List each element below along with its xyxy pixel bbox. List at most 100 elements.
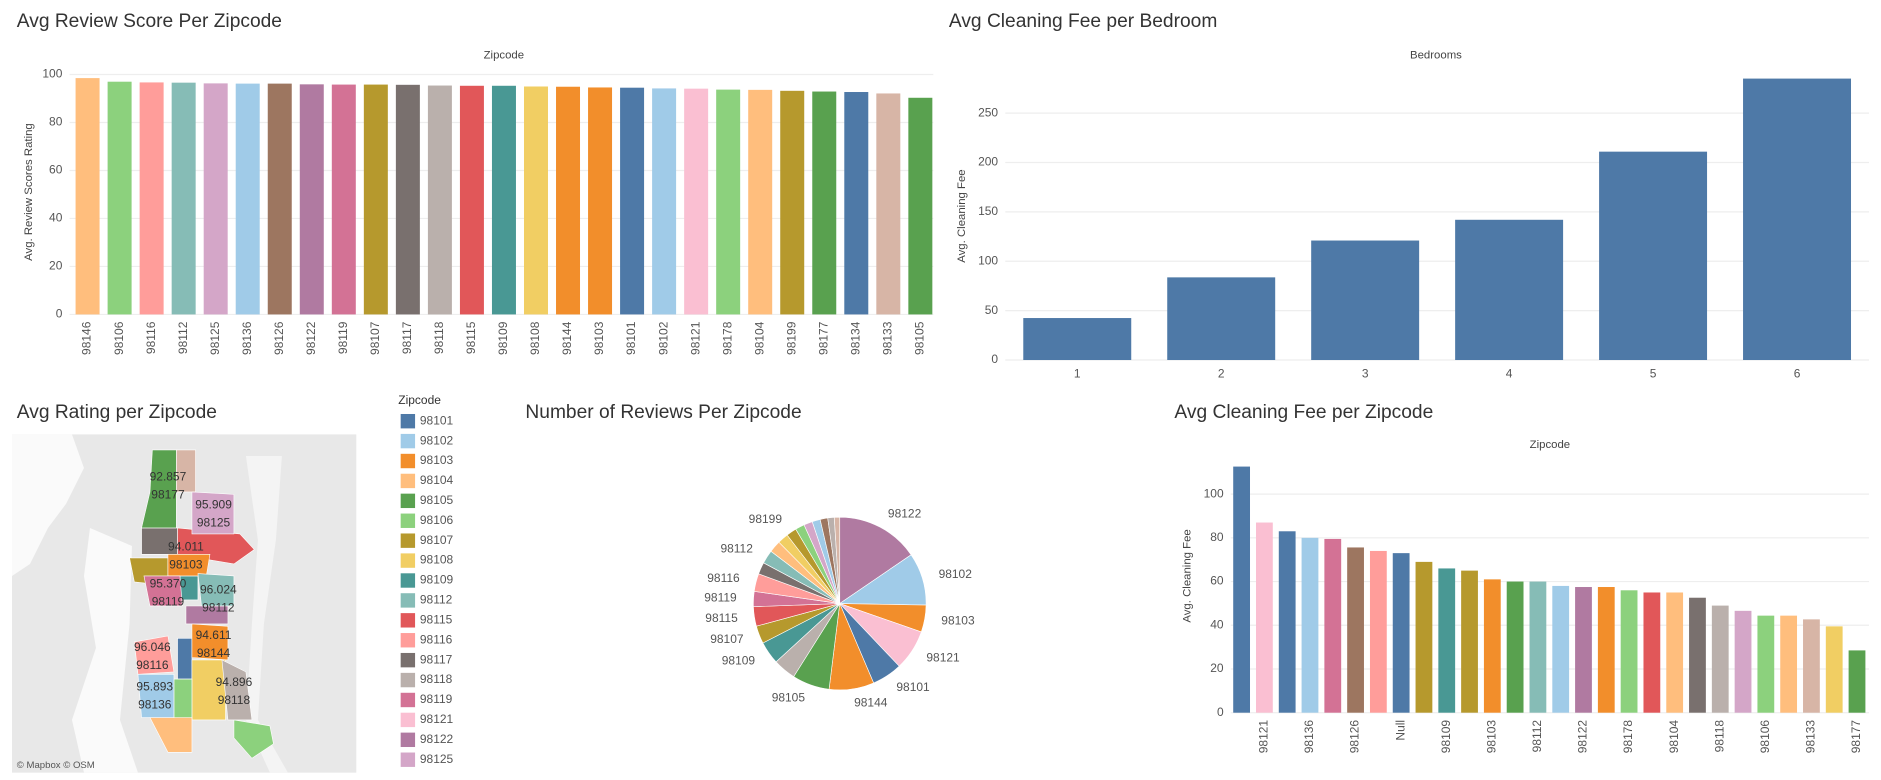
legend-label: 98109 [420, 573, 454, 587]
bar [1233, 466, 1251, 713]
map-zip-label: 98118 [218, 693, 251, 707]
bar [235, 83, 260, 315]
y-axis-title: Avg. Review Scores Rating [23, 123, 35, 261]
slice-label: 98107 [710, 632, 744, 646]
legend-label: 98121 [420, 712, 454, 726]
bar [1597, 587, 1615, 713]
legend-swatch [400, 652, 416, 668]
legend-label: 98107 [420, 533, 454, 547]
x-tick-label: 98117 [400, 321, 414, 354]
x-tick-label: 98146 [80, 321, 94, 355]
legend-label: 98118 [420, 672, 453, 686]
bar [1599, 151, 1708, 361]
x-tick-label: 98126 [1348, 720, 1362, 754]
y-tick-label: 0 [56, 307, 63, 321]
x-tick-label: Null [1393, 720, 1407, 741]
bar [1311, 240, 1420, 361]
x-tick-label: 98118 [432, 321, 446, 354]
x-tick-label: 98116 [144, 321, 158, 354]
x-tick-label: 4 [1506, 367, 1513, 381]
bar [491, 85, 516, 315]
y-tick-label: 250 [978, 105, 998, 119]
y-tick-label: 60 [49, 163, 63, 177]
map-region [177, 638, 193, 680]
legend-swatch [400, 752, 416, 767]
y-tick-label: 20 [1210, 661, 1224, 675]
slice-label: 98116 [707, 571, 740, 585]
legend-label: 98101 [420, 413, 454, 427]
x-tick-label: 98104 [1667, 720, 1681, 754]
bar [203, 83, 228, 315]
bar [171, 82, 196, 315]
legend-swatch [400, 433, 416, 449]
map-zip-label: 98103 [169, 557, 203, 571]
legend-label: 98119 [420, 692, 453, 706]
bar [1529, 581, 1547, 713]
legend-swatch [400, 633, 416, 648]
x-axis-title: Bedrooms [1410, 49, 1462, 61]
legend-label: 98102 [420, 433, 454, 447]
legend-swatch [400, 553, 416, 568]
slice-label: 98102 [939, 567, 973, 581]
bar [107, 81, 132, 315]
bar [1757, 615, 1775, 713]
y-tick-label: 100 [1204, 486, 1224, 500]
x-tick-label: 98178 [1621, 720, 1635, 754]
x-tick-label: 98118 [1712, 720, 1726, 753]
x-tick-label: 98134 [848, 321, 862, 355]
bar [1415, 561, 1433, 713]
map-region [197, 573, 235, 607]
x-tick-label: 98121 [688, 321, 702, 355]
bar [1392, 553, 1410, 713]
x-tick-label: 98133 [1804, 720, 1818, 754]
x-tick-label: 98105 [913, 321, 927, 355]
bar [1848, 650, 1866, 713]
bar [1689, 597, 1706, 713]
bar [1455, 219, 1564, 361]
x-axis-title: Zipcode [484, 49, 524, 61]
bar [331, 84, 356, 315]
bar [459, 85, 484, 315]
legend-swatch [400, 413, 416, 429]
x-tick-label: 98199 [784, 321, 798, 355]
y-tick-label: 0 [1217, 705, 1224, 719]
legend-swatch [400, 473, 416, 489]
legend-label: 98125 [420, 752, 454, 766]
bar [1324, 538, 1342, 713]
map-zip-label: 98119 [152, 595, 185, 609]
legend-label: 98112 [420, 593, 453, 607]
bar [780, 90, 805, 315]
map-region [221, 659, 253, 721]
bar [1255, 522, 1273, 713]
x-tick-label: 98144 [560, 321, 574, 355]
map-water [71, 527, 138, 773]
bar [267, 83, 292, 315]
map-zip-label: 98136 [138, 698, 172, 712]
bar [299, 84, 324, 315]
slice-label: 98122 [888, 507, 922, 521]
map-region [173, 678, 193, 721]
map-water [245, 455, 288, 773]
bar [556, 86, 581, 315]
map-value-label: 96.024 [200, 583, 237, 597]
y-tick-label: 150 [978, 204, 998, 218]
bar [1301, 537, 1319, 713]
y-tick-label: 100 [978, 253, 998, 267]
x-tick-label: 98108 [528, 321, 542, 355]
y-tick-label: 200 [978, 155, 998, 169]
map-value-label: 95.909 [195, 497, 232, 511]
bar [1483, 579, 1501, 713]
x-tick-label: 98136 [1302, 720, 1316, 754]
bar [1803, 619, 1820, 713]
x-tick-label: 5 [1650, 367, 1657, 381]
map-region [233, 719, 274, 759]
y-tick-label: 60 [1210, 574, 1224, 588]
bar [1743, 78, 1852, 361]
bar [1825, 626, 1843, 713]
bar [1278, 531, 1296, 713]
x-tick-label: 98109 [496, 321, 510, 355]
legend-swatch [400, 573, 416, 588]
x-axis-title: Zipcode [1530, 439, 1570, 451]
